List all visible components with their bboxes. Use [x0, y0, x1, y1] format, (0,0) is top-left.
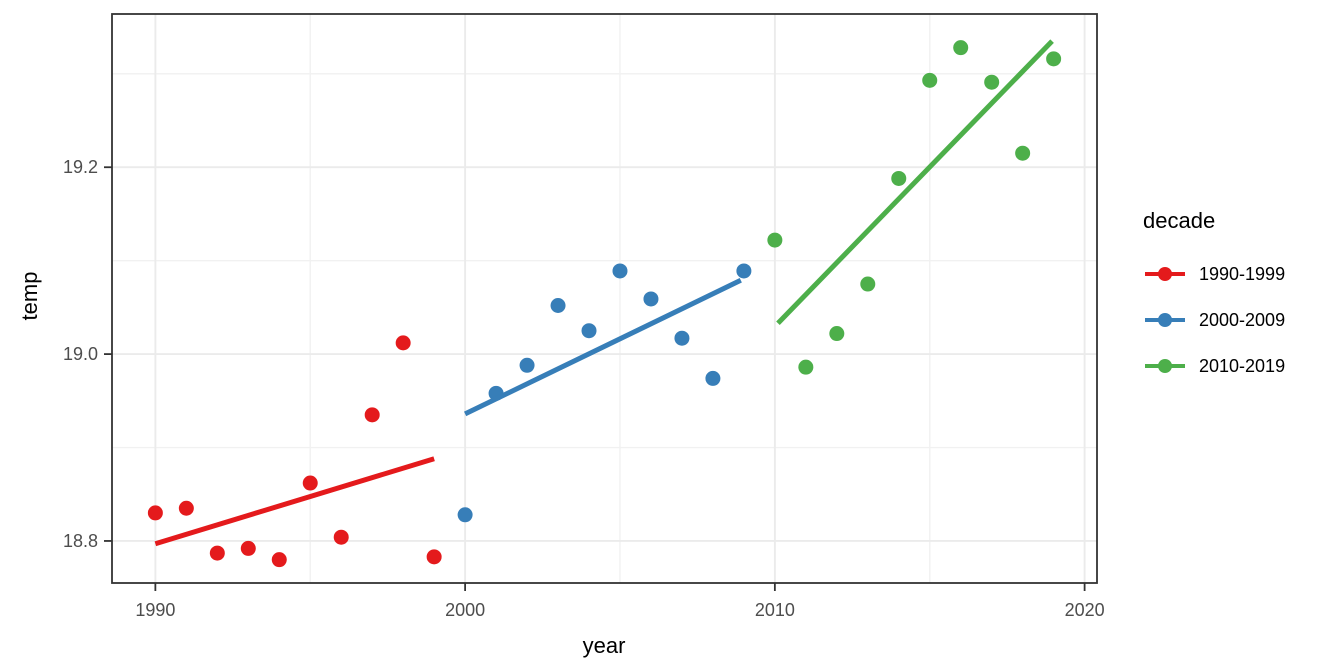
data-point: [705, 370, 721, 386]
legend-label: 2010-2019: [1199, 355, 1286, 376]
x-tick-label: 2000: [445, 600, 485, 620]
trend-line: [154, 456, 435, 547]
legend-key-icon: [1143, 263, 1187, 285]
trend-line: [776, 39, 1054, 326]
data-point: [209, 545, 225, 561]
legend-title: decade: [1143, 208, 1216, 233]
data-point: [922, 72, 938, 88]
data-point: [767, 232, 783, 248]
y-axis-title: temp: [17, 271, 42, 321]
legend: decade 1990-1999 2000-2009 2010-2019: [1143, 208, 1285, 396]
data-point: [457, 507, 473, 523]
x-tick-label: 1990: [135, 600, 175, 620]
data-point: [643, 291, 659, 307]
data-point: [736, 263, 752, 279]
data-point: [953, 40, 969, 56]
legend-label: 1990-1999: [1199, 263, 1286, 284]
data-point: [178, 500, 194, 516]
data-point: [395, 335, 411, 351]
panel-border: [111, 13, 1098, 584]
legend-entry: 1990-1999: [1143, 258, 1285, 290]
legend-entry: 2000-2009: [1143, 304, 1285, 336]
x-axis-title: year: [582, 633, 626, 658]
legend-entry: 2010-2019: [1143, 350, 1285, 382]
data-point: [364, 407, 380, 423]
y-tick-label: 18.8: [63, 531, 98, 551]
data-point: [860, 276, 876, 292]
data-point: [1046, 51, 1062, 67]
y-tick-label: 19.2: [63, 157, 98, 177]
data-point: [984, 74, 1000, 90]
data-point: [240, 540, 256, 556]
data-point: [1015, 145, 1031, 161]
data-point: [550, 298, 566, 314]
legend-key-icon: [1143, 355, 1187, 377]
legend-key-icon: [1143, 309, 1187, 331]
legend-label: 2000-2009: [1199, 309, 1286, 330]
data-point: [581, 323, 597, 339]
x-tick-label: 2020: [1065, 600, 1105, 620]
data-point: [426, 549, 442, 565]
data-point: [674, 330, 690, 346]
data-point: [302, 475, 318, 491]
data-point: [271, 552, 287, 568]
y-tick-label: 19.0: [63, 344, 98, 364]
data-point: [519, 357, 535, 373]
data-point: [147, 505, 163, 521]
trend-line: [464, 278, 742, 417]
data-point: [333, 529, 349, 545]
data-point: [612, 263, 628, 279]
data-point: [891, 170, 907, 186]
data-point: [829, 326, 845, 342]
x-tick-label: 2010: [755, 600, 795, 620]
data-point: [798, 359, 814, 375]
